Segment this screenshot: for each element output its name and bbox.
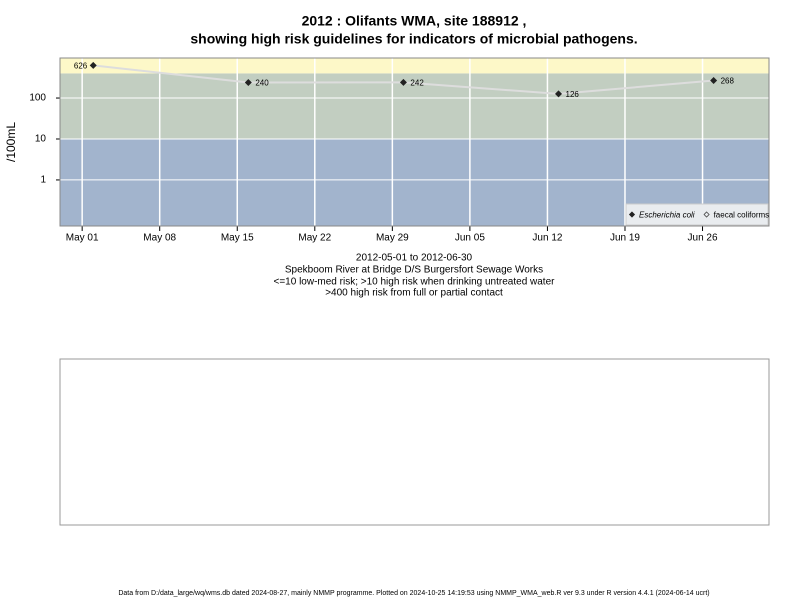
x-tick-label: May 29 (376, 233, 409, 244)
y-tick-label: 10 (35, 134, 47, 145)
legend-label: faecal coliforms (714, 211, 770, 220)
value-label: 126 (566, 90, 580, 99)
data-point (555, 90, 563, 98)
x-tick-label: May 01 (66, 233, 99, 244)
data-point (244, 78, 252, 86)
legend: Escherichia coli faecal coliforms (625, 203, 770, 226)
empty-panel (59, 358, 770, 526)
data-point (710, 77, 718, 85)
note: 2012-05-01 to 2012-06-30 (356, 253, 473, 264)
data-point (89, 61, 97, 69)
note: >400 high risk from full or partial cont… (325, 288, 503, 299)
plot-frame (59, 57, 770, 227)
x-tick-label: Jun 12 (532, 233, 562, 244)
chart-subtitle: showing high risk guidelines for indicat… (190, 31, 637, 47)
x-tick-label: Jun 26 (688, 233, 718, 244)
legend-label: Escherichia coli (639, 211, 695, 220)
value-label: 242 (410, 78, 424, 87)
x-tick-label: May 08 (143, 233, 176, 244)
value-label: 240 (255, 79, 269, 88)
risk-band (60, 58, 769, 74)
y-axis-label: /100mL (4, 122, 18, 162)
data-point (399, 78, 407, 86)
x-tick-label: May 22 (298, 233, 331, 244)
legend-box (625, 203, 769, 226)
value-label: 268 (721, 77, 735, 86)
note: Spekboom River at Bridge D/S Burgersfort… (285, 265, 543, 276)
y-tick-label: 100 (29, 93, 46, 104)
risk-band (60, 73, 769, 139)
chart-title: 2012 : Olifants WMA, site 188912 , (302, 13, 527, 29)
x-tick-label: Jun 05 (455, 233, 485, 244)
value-label: 626 (74, 62, 88, 71)
note: <=10 low-med risk; >10 high risk when dr… (274, 277, 556, 288)
legend-marker (628, 211, 636, 218)
x-tick-label: May 15 (221, 233, 254, 244)
y-tick-label: 1 (40, 175, 46, 186)
x-tick-label: Jun 19 (610, 233, 640, 244)
legend-marker (703, 211, 710, 218)
footer: Data from D:/data_large/wq/wms.db dated … (118, 590, 709, 597)
